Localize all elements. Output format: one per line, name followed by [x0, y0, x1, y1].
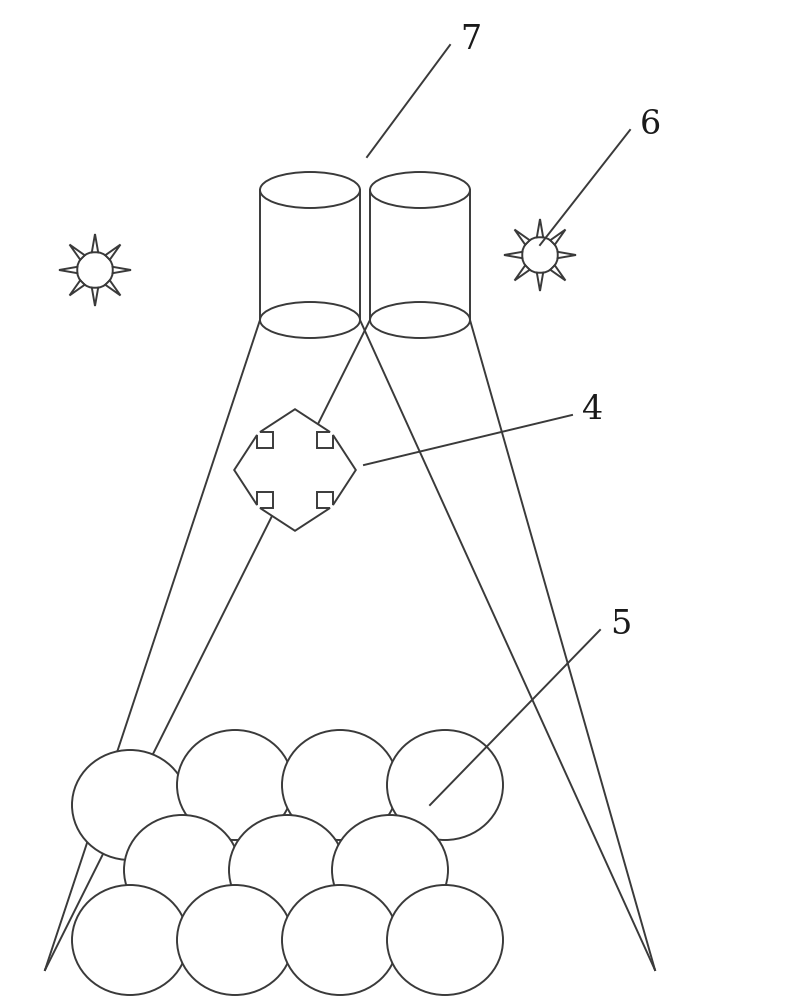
- Text: 4: 4: [582, 394, 603, 426]
- Polygon shape: [234, 409, 356, 531]
- Polygon shape: [537, 273, 543, 291]
- Circle shape: [522, 237, 558, 273]
- Polygon shape: [69, 245, 85, 260]
- Polygon shape: [92, 234, 98, 252]
- Text: 6: 6: [640, 109, 661, 141]
- Ellipse shape: [260, 172, 360, 208]
- Polygon shape: [550, 265, 566, 280]
- Circle shape: [77, 252, 113, 288]
- Ellipse shape: [177, 885, 293, 995]
- Polygon shape: [105, 280, 120, 295]
- Polygon shape: [515, 265, 530, 280]
- Ellipse shape: [332, 815, 448, 925]
- Text: 5: 5: [610, 609, 631, 641]
- Ellipse shape: [370, 302, 470, 338]
- Polygon shape: [550, 230, 566, 245]
- Ellipse shape: [229, 815, 345, 925]
- Text: 7: 7: [460, 24, 481, 56]
- Polygon shape: [504, 252, 522, 258]
- Ellipse shape: [282, 885, 398, 995]
- Ellipse shape: [282, 730, 398, 840]
- Ellipse shape: [370, 172, 470, 208]
- Polygon shape: [59, 267, 78, 273]
- Ellipse shape: [124, 815, 240, 925]
- Polygon shape: [537, 219, 543, 237]
- Ellipse shape: [387, 885, 503, 995]
- Ellipse shape: [260, 302, 360, 338]
- Polygon shape: [558, 252, 576, 258]
- Ellipse shape: [72, 885, 188, 995]
- Polygon shape: [515, 230, 530, 245]
- Ellipse shape: [387, 730, 503, 840]
- Ellipse shape: [177, 730, 293, 840]
- Polygon shape: [92, 288, 98, 306]
- Polygon shape: [69, 280, 85, 295]
- Ellipse shape: [72, 750, 188, 860]
- Polygon shape: [113, 267, 131, 273]
- Polygon shape: [105, 245, 120, 260]
